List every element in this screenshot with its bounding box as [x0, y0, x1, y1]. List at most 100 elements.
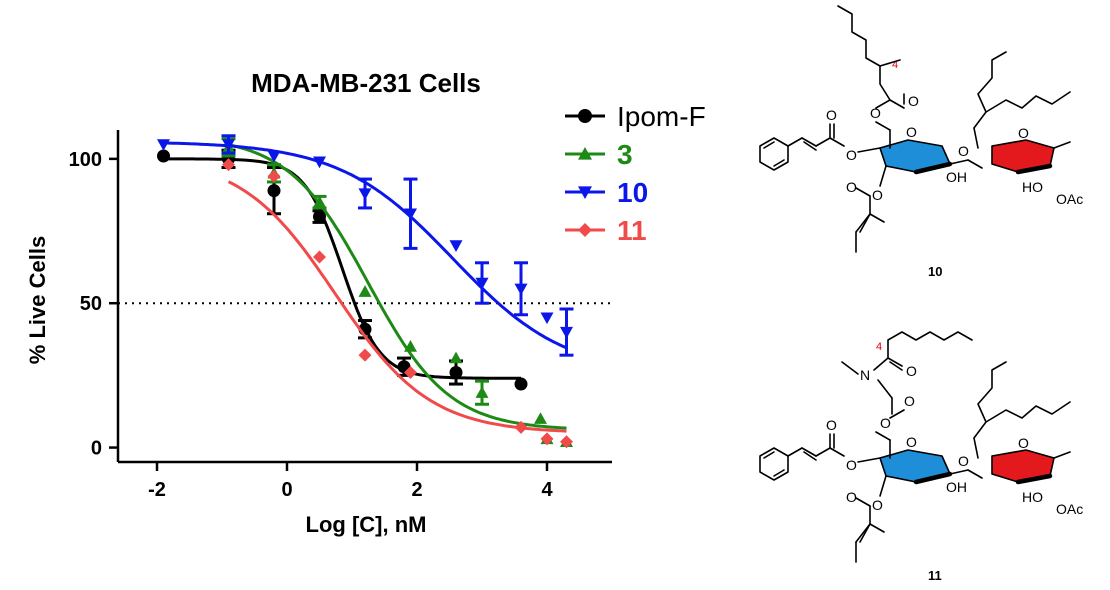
legend-marker — [578, 147, 592, 160]
y-axis-label: % Live Cells — [25, 236, 50, 364]
legend-label: 3 — [617, 139, 633, 170]
bond — [887, 331, 973, 359]
data-point — [222, 139, 235, 151]
atom-OH: OH — [946, 169, 967, 185]
y-tick-label: 50 — [80, 293, 102, 315]
fit-curve — [227, 180, 567, 433]
bond — [855, 187, 871, 197]
bond — [887, 357, 903, 367]
data-point — [267, 169, 281, 183]
x-tick-label: 0 — [281, 479, 292, 501]
structure-10: O O O O O 4 OH O O O — [759, 5, 1083, 279]
compound-10-label: 10 — [928, 264, 942, 279]
data-point — [157, 139, 170, 151]
bond — [875, 99, 891, 109]
bond — [855, 497, 871, 507]
x-tick-label: 2 — [411, 479, 422, 501]
atom-O: O — [880, 415, 891, 431]
legend-label: 11 — [617, 215, 647, 246]
glucose-ring — [880, 450, 950, 482]
atom-O: O — [906, 434, 917, 450]
data-point — [404, 340, 417, 352]
atom-O: O — [826, 107, 837, 123]
atom-O: O — [1018, 435, 1029, 451]
atom-O: O — [1018, 125, 1029, 141]
bond — [1053, 451, 1071, 459]
bond — [1015, 473, 1053, 485]
bond — [815, 447, 831, 457]
locant-4: 4 — [892, 59, 898, 71]
bond — [801, 447, 817, 457]
atom-O: O — [958, 143, 969, 159]
plot-area: 0 50 100 -2 0 2 4 — [69, 130, 612, 501]
bond — [1053, 141, 1071, 149]
dose-response-chart: MDA-MB-231 Cells 0 50 100 -2 0 2 4 Ipom-F 3 10 11… — [25, 68, 706, 537]
data-point — [358, 285, 372, 297]
atom-HO: HO — [1022, 179, 1043, 195]
data-point — [313, 195, 326, 208]
fit-curve — [163, 157, 521, 380]
bond — [829, 447, 845, 457]
bond — [857, 147, 881, 153]
atom-OH: OH — [946, 479, 967, 495]
atom-O: O — [872, 187, 883, 203]
bond — [801, 137, 817, 147]
atom-O: O — [904, 393, 915, 409]
glucose-ring — [880, 140, 950, 172]
data-point — [514, 420, 528, 434]
x-tick-label: 4 — [541, 479, 553, 501]
y-tick-label: 100 — [69, 149, 102, 171]
bond — [787, 137, 803, 147]
bond — [973, 127, 979, 149]
data-point — [267, 184, 281, 198]
atom-HO: HO — [1022, 489, 1043, 505]
data-point — [534, 412, 547, 424]
atom-N: N — [860, 367, 870, 383]
fit-curve — [228, 143, 567, 430]
legend-marker — [578, 223, 592, 237]
chart-title: MDA-MB-231 Cells — [251, 68, 481, 98]
data-point — [560, 326, 573, 339]
bond — [803, 141, 817, 151]
bond — [889, 361, 903, 371]
bond — [879, 59, 901, 67]
data-point — [313, 156, 326, 169]
bond — [879, 475, 887, 497]
bond — [875, 431, 891, 441]
bond — [763, 451, 775, 459]
atom-O: O — [958, 453, 969, 469]
data-point — [222, 158, 235, 172]
bond — [773, 159, 785, 167]
data-point — [313, 210, 326, 224]
data-point — [475, 386, 489, 398]
x-axis-label: Log [C], nM — [306, 512, 427, 537]
atom-O: O — [826, 417, 837, 433]
chemical-structures: O O O O O 4 OH O O O — [759, 5, 1083, 583]
bond — [837, 5, 891, 101]
bond — [859, 523, 871, 543]
rhamnose-ring — [992, 450, 1054, 482]
bond — [985, 401, 1071, 423]
data-point — [449, 240, 463, 252]
data-point — [449, 351, 463, 364]
bond — [869, 213, 885, 223]
bond — [889, 99, 905, 109]
bond — [841, 361, 859, 375]
bond — [889, 409, 905, 419]
atom-O: O — [870, 105, 881, 121]
legend-marker — [578, 109, 592, 123]
bond — [763, 141, 775, 149]
atom-O: O — [908, 93, 919, 109]
bond — [857, 457, 881, 463]
rhamnose-ring — [992, 140, 1054, 172]
bond — [985, 91, 1071, 113]
x-tick-label: -2 — [148, 479, 166, 501]
bond — [859, 213, 871, 233]
bond — [913, 161, 953, 175]
atom-O: O — [846, 147, 857, 163]
atom-O: O — [846, 179, 857, 195]
bond — [1015, 163, 1053, 175]
data-point — [475, 277, 489, 290]
bond — [973, 437, 979, 459]
bond — [787, 447, 803, 457]
